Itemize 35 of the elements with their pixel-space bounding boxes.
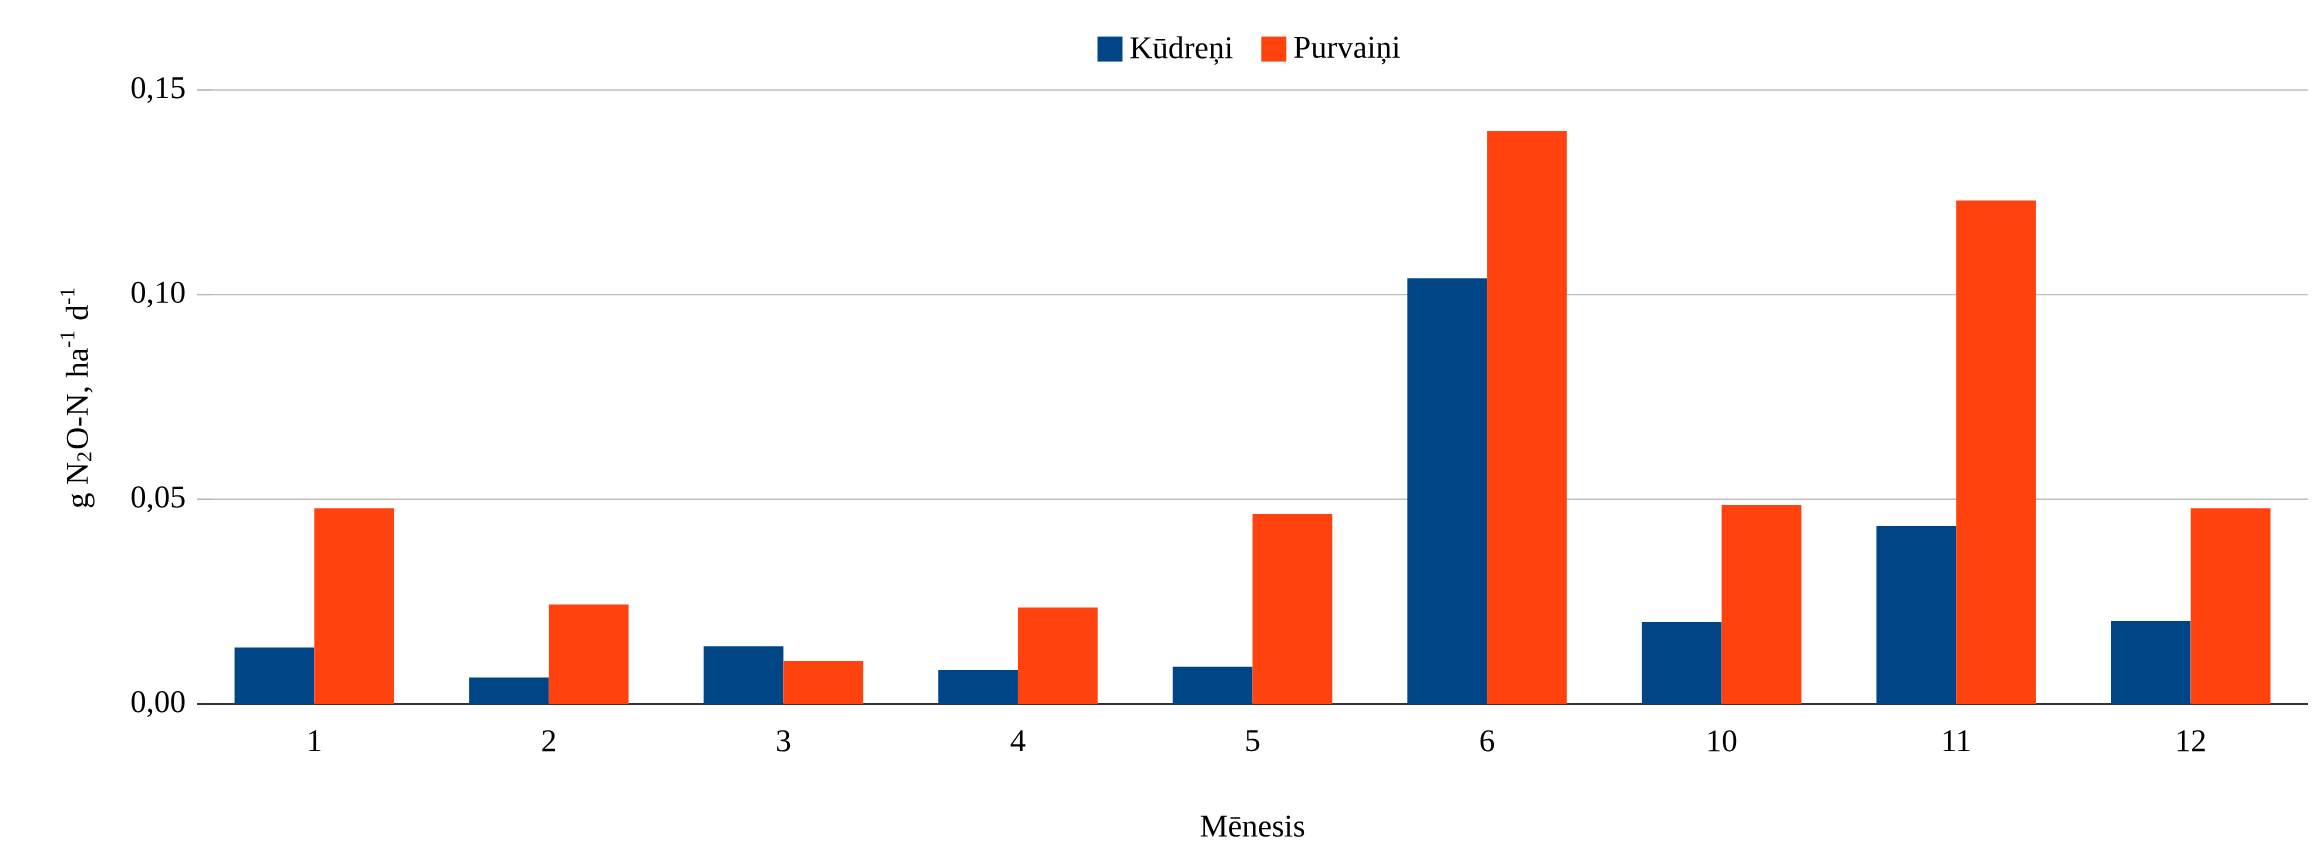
x-tick-label: 2	[542, 730, 555, 752]
bar	[314, 508, 395, 704]
bar	[1487, 130, 1567, 704]
bar	[703, 646, 784, 704]
bar	[1876, 525, 1957, 704]
y-tick-label: 0,05	[131, 486, 185, 513]
bar	[1641, 621, 1722, 704]
bar	[234, 647, 315, 704]
x-tick-label: 12	[2177, 730, 2205, 752]
x-tick-label: 11	[1943, 730, 1970, 751]
x-axis-title: Mēnesis	[1200, 815, 1305, 837]
bar	[1721, 504, 1802, 704]
bar	[783, 660, 864, 704]
y-tick-label: 0,10	[131, 281, 185, 308]
bar	[1407, 278, 1488, 704]
bar	[1172, 666, 1253, 704]
bar	[1252, 513, 1333, 704]
bar	[938, 669, 1018, 704]
x-tick-label: 3	[776, 730, 791, 752]
x-tick-label: 5	[1246, 730, 1260, 752]
y-tick-label: 0,15	[131, 76, 185, 103]
y-axis-title: g N$_{2}$O-N, ha$^{-1}$ d$^{-1}$	[60, 288, 95, 508]
bar	[469, 677, 549, 704]
x-tick-label: 1	[309, 730, 321, 751]
bar	[1017, 607, 1098, 704]
bar	[2110, 620, 2191, 704]
x-tick-label: 6	[1480, 730, 1495, 752]
bar	[2190, 508, 2271, 704]
bar	[548, 604, 629, 704]
x-tick-label: 10	[1708, 730, 1737, 752]
y-tick-label: 0,00	[131, 690, 185, 717]
x-tick-label: 4	[1010, 730, 1026, 751]
legend-label: Kūdreņi	[1130, 36, 1233, 65]
bar	[1956, 200, 2036, 704]
legend-label: Purvaiņi	[1294, 36, 1400, 65]
